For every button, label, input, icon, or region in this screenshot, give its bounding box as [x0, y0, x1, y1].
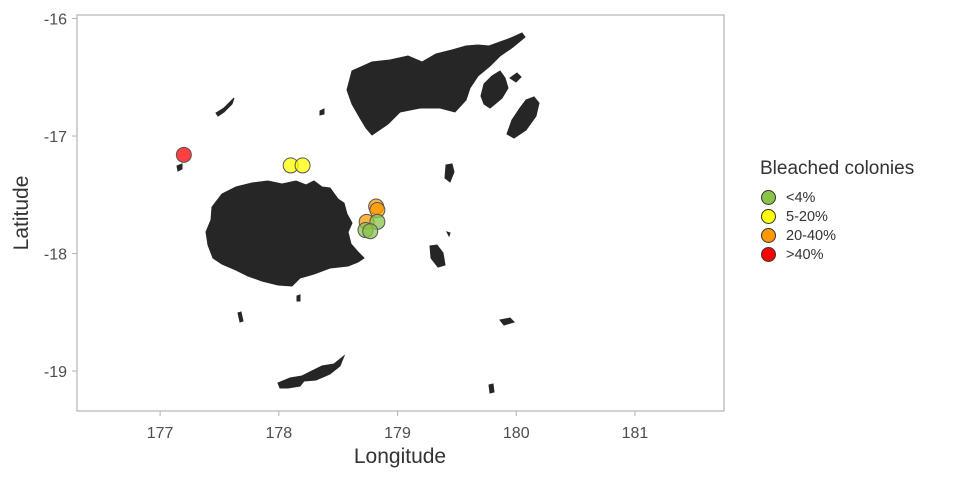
legend-key-gt40	[761, 247, 776, 262]
island-small-1	[446, 231, 451, 238]
y-tick-label: -16	[44, 12, 67, 29]
island-west	[176, 163, 183, 172]
y-axis: -16 -17 -18 -19	[44, 12, 77, 381]
land-layer	[176, 32, 540, 394]
x-tick-label: 179	[384, 425, 411, 442]
x-tick-label: 180	[503, 425, 530, 442]
island-qamea	[509, 72, 522, 83]
island-vanua-levu	[346, 32, 526, 136]
legend-label-lt4: <4%	[786, 189, 816, 206]
legend-key-20-40	[761, 228, 776, 243]
island-east	[506, 96, 540, 139]
legend-item-lt4: <4%	[760, 188, 914, 207]
island-viti-levu	[205, 180, 365, 287]
legend-label-gt40: >40%	[786, 246, 824, 263]
island-south-3	[499, 317, 515, 326]
island-nw-2	[319, 108, 325, 116]
legend-key-lt4	[761, 190, 776, 205]
legend-label-20-40: 20-40%	[786, 227, 836, 244]
site-point	[294, 157, 311, 174]
legend-title: Bleached colonies	[760, 158, 915, 179]
island-koro	[444, 163, 455, 183]
y-axis-title: Latitude	[10, 176, 33, 251]
site-point	[175, 146, 192, 163]
plot-border	[76, 14, 725, 412]
site-point	[362, 223, 379, 240]
island-taveuni	[480, 70, 509, 109]
island-south-2	[296, 294, 301, 302]
island-nw-1	[215, 97, 235, 117]
x-tick-label: 181	[622, 425, 649, 442]
island-south-4	[488, 383, 495, 394]
legend-label-5-20: 5-20%	[786, 208, 828, 225]
legend: Bleached colonies <4% 5-20% 20-40% >40%	[760, 158, 914, 264]
island-south-1	[237, 311, 244, 323]
legend-item-20-40: 20-40%	[760, 226, 914, 245]
y-tick-label: -18	[44, 247, 67, 264]
x-tick-label: 178	[265, 425, 292, 442]
y-tick-label: -19	[44, 364, 67, 381]
legend-key-5-20	[761, 209, 776, 224]
legend-item-gt40: >40%	[760, 245, 914, 264]
island-kadavu	[277, 354, 346, 389]
points-layer	[175, 146, 386, 240]
x-tick-label: 177	[147, 425, 174, 442]
x-axis-title: Longitude	[354, 445, 446, 468]
legend-item-5-20: 5-20%	[760, 207, 914, 226]
y-tick-label: -17	[44, 129, 67, 146]
island-gau	[429, 244, 446, 268]
x-axis: 177 178 179 180 181	[147, 411, 649, 442]
